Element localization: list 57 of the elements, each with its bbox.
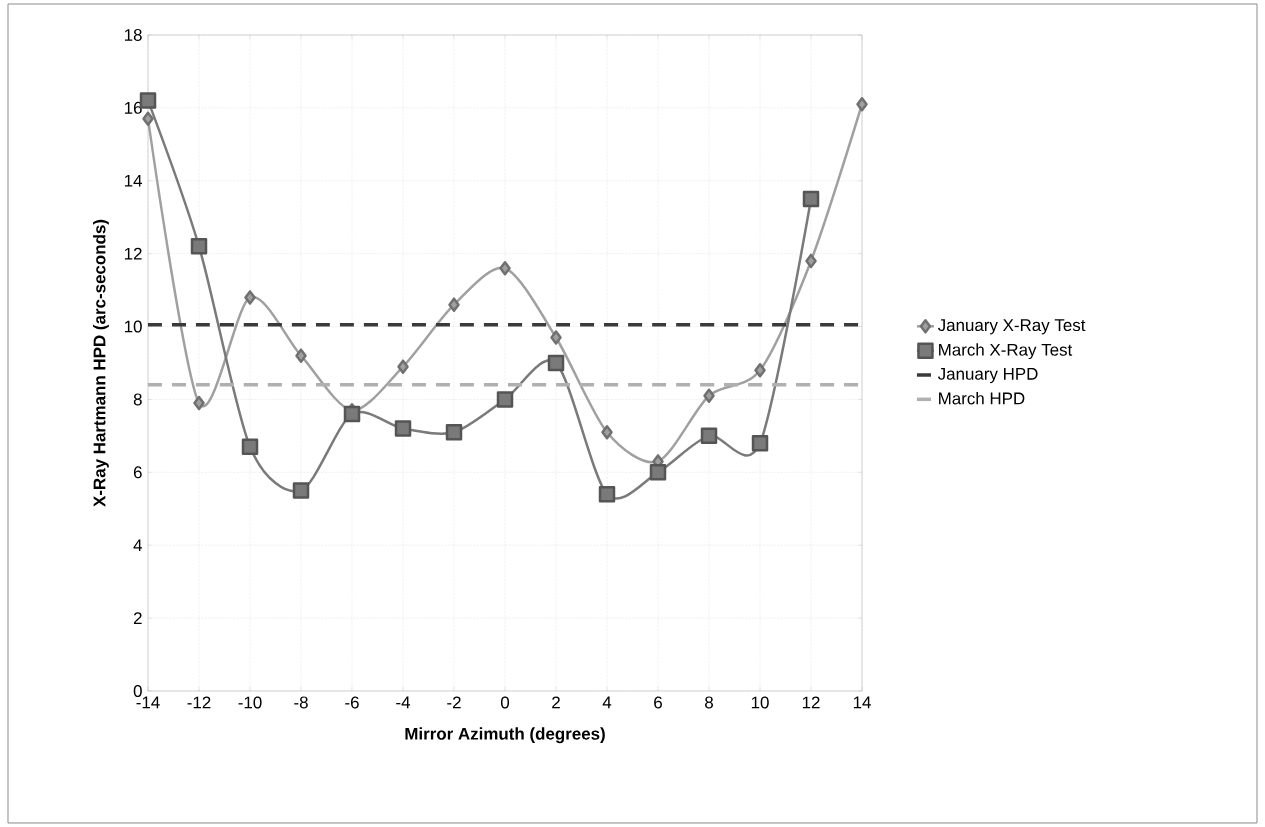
- x-tick-label: 2: [552, 696, 560, 709]
- point: [292, 482, 310, 499]
- y-tick-label: 2: [133, 612, 142, 625]
- y-tick-label: 10: [124, 320, 142, 333]
- point: [499, 260, 511, 276]
- point: [703, 388, 715, 404]
- point: [802, 190, 820, 208]
- x-tick-label: -6: [345, 696, 359, 709]
- point: [448, 297, 460, 312]
- x-tick-label: -8: [294, 696, 308, 709]
- y-tick-label: 6: [133, 466, 142, 479]
- point: [244, 290, 256, 305]
- x-tick-label: 6: [654, 696, 662, 709]
- x-tick-label: -10: [238, 696, 262, 709]
- point: [598, 485, 616, 503]
- y-tick-label: 0: [133, 684, 142, 697]
- point: [601, 424, 613, 440]
- point: [856, 96, 868, 112]
- x-tick-label: 12: [802, 696, 820, 709]
- legend-label: March X-Ray Test: [939, 343, 1073, 360]
- x-tick-label: -4: [396, 696, 411, 709]
- x-axis-title: Mirror Azimuth (degrees): [405, 727, 605, 744]
- point: [193, 395, 205, 411]
- y-axis-title: X-Ray Hartmann HPD (arc-seconds): [93, 219, 109, 507]
- x-tick-label: 8: [705, 696, 713, 709]
- x-tick-label: -12: [187, 696, 211, 709]
- point: [445, 423, 463, 441]
- x-tick-label: -2: [447, 696, 461, 709]
- point: [343, 405, 361, 423]
- y-tick-label: 16: [124, 101, 142, 114]
- point: [754, 363, 766, 378]
- point: [241, 438, 259, 456]
- point: [550, 330, 562, 345]
- legend-label: January X-Ray Test: [937, 319, 1086, 335]
- y-tick-label: 12: [124, 247, 142, 260]
- x-tick-label: 10: [751, 696, 769, 709]
- x-tick-label: 14: [853, 696, 871, 709]
- x-tick-label: 4: [602, 696, 612, 709]
- point: [649, 464, 667, 481]
- point: [394, 420, 412, 437]
- point: [496, 391, 514, 408]
- point: [397, 359, 409, 374]
- legend-label: January HPD: [937, 367, 1038, 384]
- legend-label: March HPD: [939, 392, 1025, 405]
- point: [805, 253, 817, 269]
- y-tick-label: 8: [133, 393, 142, 406]
- point: [295, 348, 307, 363]
- x-tick-label: 0: [500, 696, 510, 709]
- point: [751, 434, 769, 452]
- y-tick-label: 18: [124, 28, 142, 41]
- y-tick-label: 4: [133, 539, 142, 552]
- y-tick-label: 14: [124, 174, 142, 187]
- point: [190, 238, 208, 255]
- point: [547, 354, 565, 372]
- x-tick-label: -14: [136, 696, 160, 709]
- point: [142, 111, 154, 127]
- point: [700, 427, 718, 445]
